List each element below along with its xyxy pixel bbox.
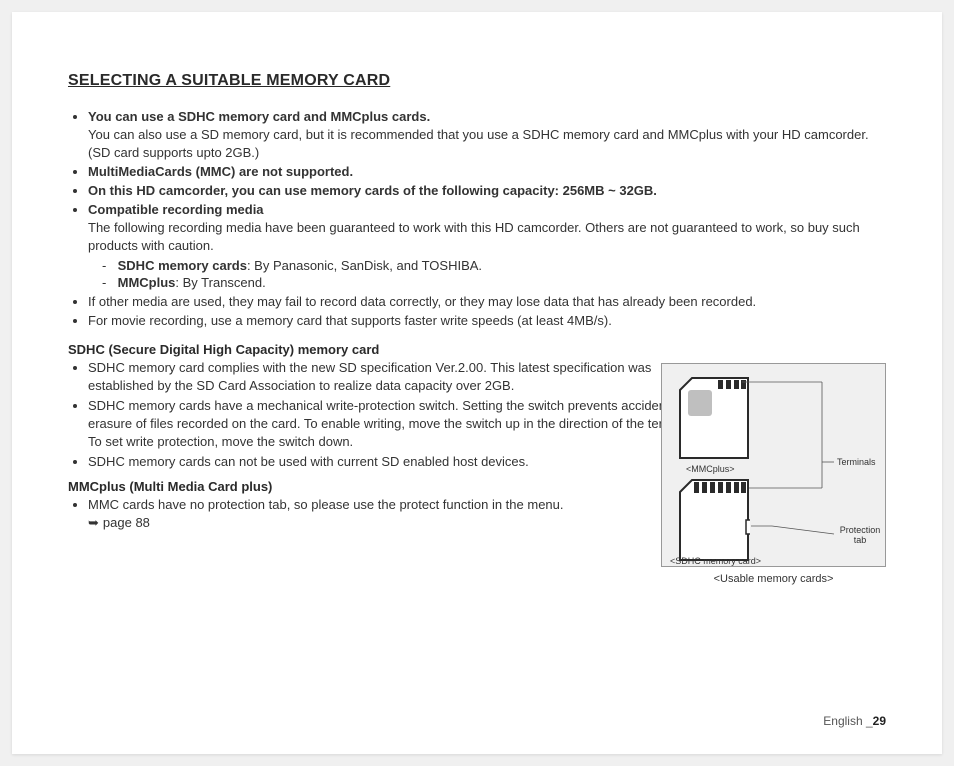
- sdhc-label: <SDHC memory card>: [670, 556, 761, 566]
- sub-item-mmcplus: MMCplus: By Transcend.: [102, 274, 886, 292]
- bullet-mmc-unsupported: MultiMediaCards (MMC) are not supported.: [88, 163, 886, 181]
- sub-rest: : By Transcend.: [175, 275, 265, 290]
- sub-item-sdhc: SDHC memory cards: By Panasonic, SanDisk…: [102, 257, 886, 275]
- bullet-body: For movie recording, use a memory card t…: [88, 313, 612, 328]
- sub-bold: MMCplus: [118, 275, 176, 290]
- bullet-body: MMC cards have no protection tab, so ple…: [88, 497, 564, 512]
- protection-tab-label: Protection tab: [837, 526, 883, 546]
- bullet-other-media: If other media are used, they may fail t…: [88, 293, 886, 311]
- bullet-lead: You can use a SDHC memory card and MMCpl…: [88, 109, 430, 124]
- diagram-container: <MMCplus> Terminals: [661, 363, 886, 585]
- page-heading: SELECTING A SUITABLE MEMORY CARD: [68, 72, 886, 90]
- sub-list: SDHC memory cards: By Panasonic, SanDisk…: [88, 257, 886, 293]
- sdhc-card-icon: [678, 478, 750, 562]
- bullet-movie-recording: For movie recording, use a memory card t…: [88, 312, 886, 330]
- sdhc-bullet-3: SDHC memory cards can not be used with c…: [88, 453, 718, 471]
- main-bullet-list: You can use a SDHC memory card and MMCpl…: [68, 108, 886, 330]
- page-footer: English _29: [823, 714, 886, 728]
- bullet-capacity: On this HD camcorder, you can use memory…: [88, 182, 886, 200]
- bullet-lead: Compatible recording media: [88, 202, 264, 217]
- bullet-use-sdhc: You can use a SDHC memory card and MMCpl…: [88, 108, 886, 162]
- footer-page-number: 29: [873, 714, 886, 728]
- mmcplus-card-icon: [678, 376, 750, 460]
- sub-rest: : By Panasonic, SanDisk, and TOSHIBA.: [247, 258, 482, 273]
- section-label-mmcplus: MMCplus (Multi Media Card plus): [68, 479, 718, 494]
- content-area: You can use a SDHC memory card and MMCpl…: [68, 108, 886, 532]
- mmcplus-label: <MMCplus>: [686, 464, 735, 474]
- bullet-lead: On this HD camcorder, you can use memory…: [88, 183, 657, 198]
- memory-card-diagram: <MMCplus> Terminals: [661, 363, 886, 567]
- narrow-column: SDHC (Secure Digital High Capacity) memo…: [68, 342, 718, 532]
- footer-language: English _: [823, 714, 872, 728]
- diagram-caption: <Usable memory cards>: [661, 573, 886, 585]
- mmcplus-bullet-1: MMC cards have no protection tab, so ple…: [88, 496, 718, 532]
- section-label-sdhc: SDHC (Secure Digital High Capacity) memo…: [68, 342, 718, 357]
- bullet-body: If other media are used, they may fail t…: [88, 294, 756, 309]
- sdhc-bullet-1: SDHC memory card complies with the new S…: [88, 359, 718, 395]
- sdhc-bullet-2: SDHC memory cards have a mechanical writ…: [88, 397, 718, 451]
- bullet-compatible-media: Compatible recording media The following…: [88, 201, 886, 293]
- bullet-body: You can also use a SD memory card, but i…: [88, 127, 869, 160]
- sdhc-list: SDHC memory card complies with the new S…: [68, 359, 718, 471]
- mmcplus-list: MMC cards have no protection tab, so ple…: [68, 496, 718, 532]
- terminals-label: Terminals: [837, 457, 876, 467]
- bullet-body: The following recording media have been …: [88, 220, 860, 253]
- page-ref: page 88: [103, 515, 150, 530]
- bullet-lead: MultiMediaCards (MMC) are not supported.: [88, 164, 353, 179]
- document-page: SELECTING A SUITABLE MEMORY CARD You can…: [12, 12, 942, 754]
- page-ref-arrow: [88, 515, 103, 530]
- sub-bold: SDHC memory cards: [118, 258, 247, 273]
